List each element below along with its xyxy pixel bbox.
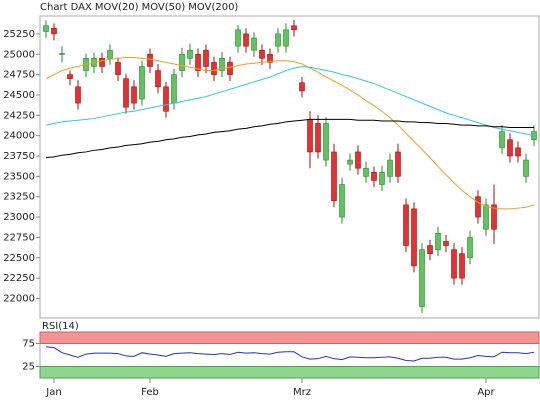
y-tick-label: 22750 — [3, 232, 35, 243]
candle-body — [75, 86, 81, 104]
candle-body — [99, 58, 105, 67]
x-tick-label: Apr — [477, 387, 495, 398]
y-tick-label: 25 — [22, 362, 35, 373]
candle-body — [411, 208, 417, 267]
candle-body — [459, 253, 465, 279]
candle-body — [195, 53, 201, 71]
y-tick-label: 25000 — [3, 49, 35, 60]
y-tick-label: 22000 — [3, 293, 35, 304]
candle-body — [259, 49, 265, 59]
candle-body — [443, 241, 449, 246]
candle-body — [283, 29, 289, 47]
candle-body — [123, 78, 129, 108]
candle-body — [347, 159, 353, 165]
y-tick-label: 23000 — [3, 212, 35, 223]
candle-body — [243, 33, 249, 47]
candle-body — [51, 27, 57, 35]
candle-body — [59, 53, 65, 55]
candle-body — [315, 123, 321, 153]
candle-body — [115, 62, 121, 75]
y-tick-label: 24000 — [3, 131, 35, 142]
overbought-band — [39, 331, 540, 344]
candle-body — [139, 66, 145, 100]
candle-body — [227, 62, 233, 75]
legend-entry: MOV(50) — [142, 2, 186, 13]
candle-body — [131, 86, 137, 104]
candle-body — [403, 204, 409, 246]
candle-body — [171, 74, 177, 104]
candle-body — [107, 49, 113, 59]
candle-body — [475, 196, 481, 218]
candle-body — [203, 49, 209, 67]
candle-body — [387, 159, 393, 177]
chart-title: Chart DAX — [40, 2, 92, 13]
candle-body — [163, 86, 169, 112]
moving-average — [45, 57, 535, 210]
candle-body — [395, 151, 401, 177]
candle-body — [323, 123, 329, 161]
y-tick-label: 24750 — [3, 70, 35, 81]
candle-body — [331, 151, 337, 202]
candle-body — [451, 249, 457, 279]
candle-body — [251, 37, 257, 51]
candle-body — [435, 233, 441, 250]
candle-body — [267, 53, 273, 63]
candle-body — [363, 167, 369, 177]
y-tick-label: 24500 — [3, 90, 35, 101]
oversold-band — [39, 366, 540, 379]
candle-body — [355, 151, 361, 169]
x-tick-label: Mrz — [293, 387, 311, 398]
moving-average — [45, 118, 534, 159]
candle-body — [523, 159, 529, 177]
candle-body — [427, 245, 433, 254]
legend-entry: MOV(200) — [188, 2, 238, 13]
candle-body — [299, 82, 305, 92]
candle-body — [371, 171, 377, 181]
candle-body — [419, 249, 425, 307]
candle-body — [235, 29, 241, 47]
candle-body — [379, 171, 385, 185]
candle-body — [491, 204, 497, 230]
y-tick-label: 22500 — [3, 253, 35, 264]
rsi-line — [45, 346, 535, 362]
candle-body — [275, 33, 281, 47]
y-tick-label: 22250 — [3, 273, 35, 284]
candle-body — [483, 204, 489, 230]
legend-entry: MOV(20) — [95, 2, 139, 13]
candle-body — [43, 25, 49, 32]
y-tick-label: 23750 — [3, 151, 35, 162]
rsi-title: RSI(14) — [42, 321, 79, 332]
candle-body — [179, 53, 185, 71]
candle-body — [147, 53, 153, 67]
y-tick-label: 25250 — [3, 29, 35, 40]
candle-body — [307, 119, 313, 153]
candle-body — [507, 139, 513, 157]
candle-body — [219, 58, 225, 71]
candle-body — [67, 74, 73, 79]
y-tick-label: 24250 — [3, 110, 35, 121]
candle-body — [211, 62, 217, 75]
y-tick-label: 23250 — [3, 192, 35, 203]
candle-body — [155, 70, 161, 88]
candle-body — [291, 25, 297, 31]
candle-body — [187, 49, 193, 59]
candle-body — [515, 147, 521, 157]
candle-body — [339, 184, 345, 218]
candle-body — [467, 237, 473, 259]
x-tick-label: Feb — [141, 387, 159, 398]
x-tick-label: Jan — [45, 387, 61, 398]
y-tick-label: 75 — [22, 339, 35, 350]
moving-average — [45, 65, 535, 137]
candle-body — [499, 131, 505, 149]
y-tick-label: 23500 — [3, 171, 35, 182]
